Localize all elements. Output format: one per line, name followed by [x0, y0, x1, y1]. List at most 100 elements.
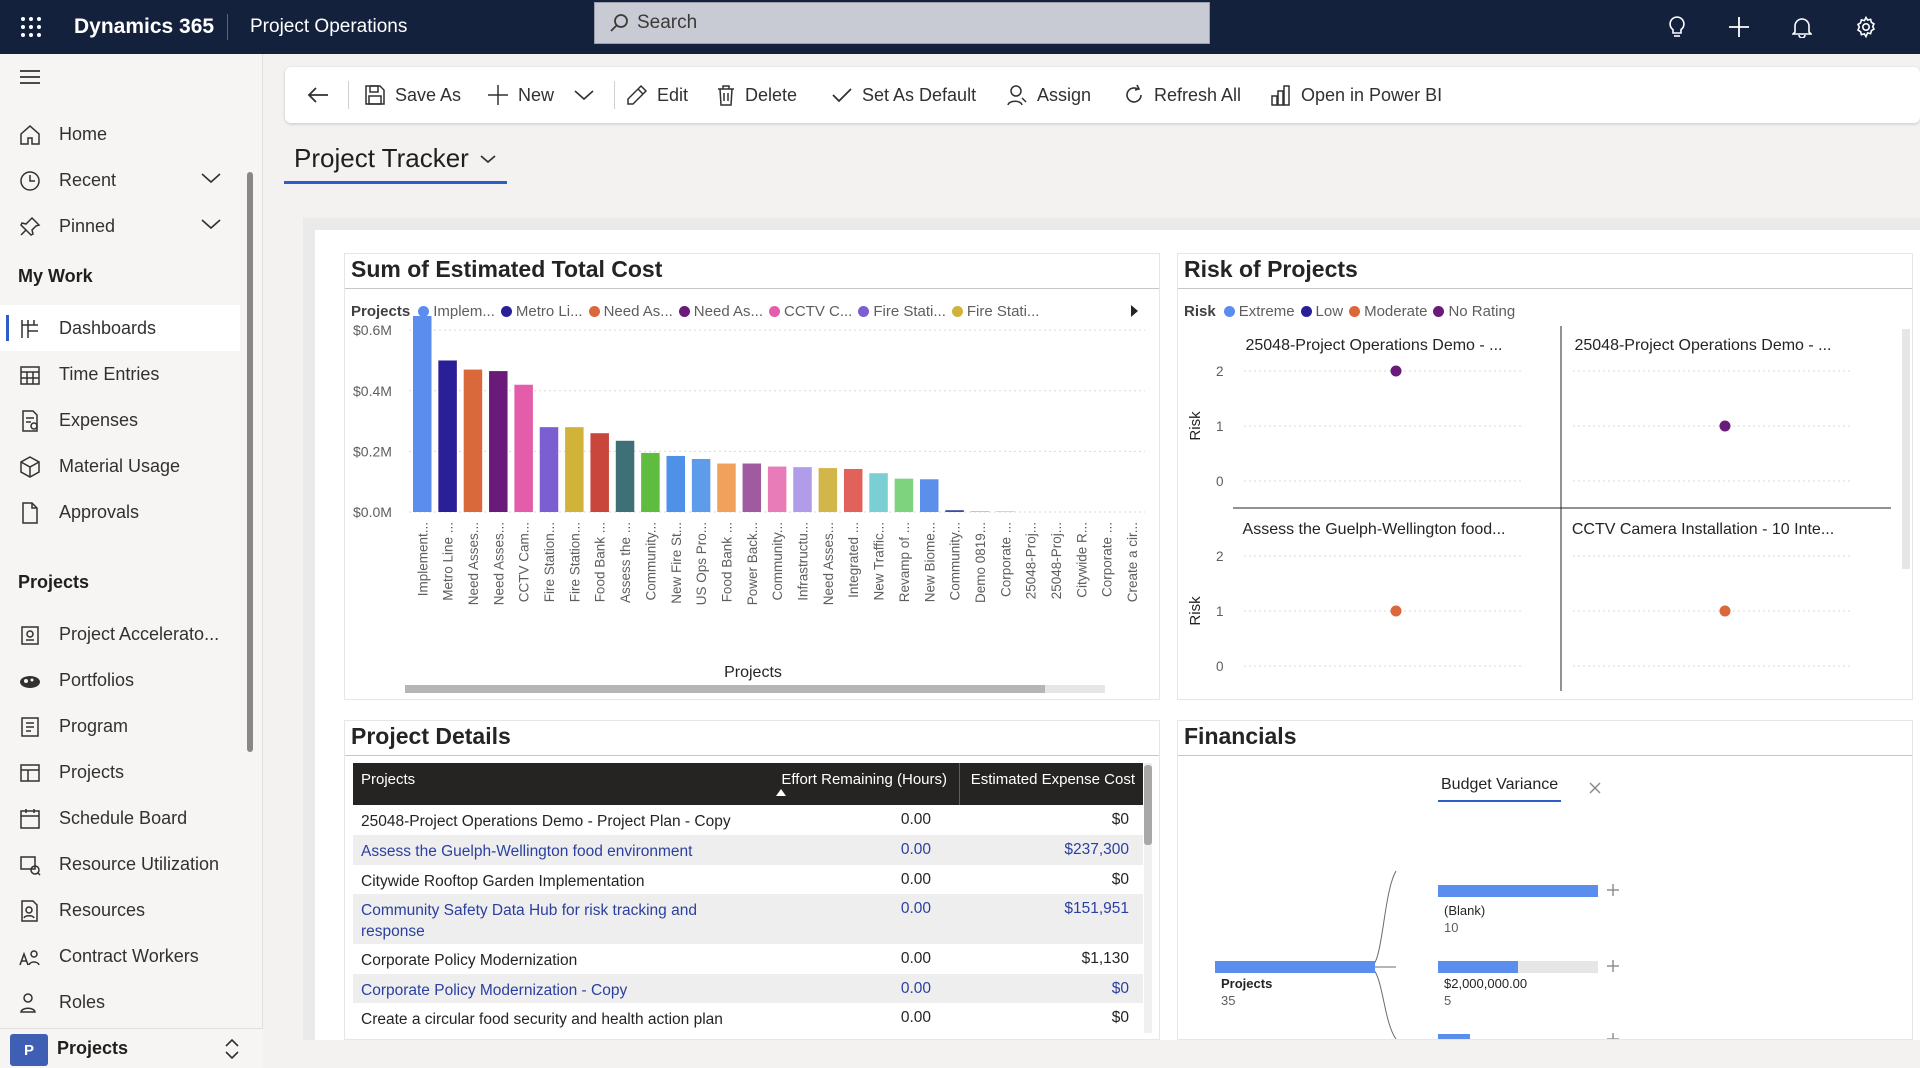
area-title[interactable]: Project Operations — [250, 16, 408, 37]
bar[interactable] — [717, 463, 736, 512]
bar[interactable] — [590, 433, 609, 512]
cost-chart-tile[interactable]: Sum of Estimated Total Cost Projects Imp… — [344, 253, 1160, 700]
set-as-default-button[interactable]: Set As Default — [831, 67, 976, 123]
table-row[interactable]: Create a circular food security and heal… — [353, 1003, 1143, 1032]
sidebar-scrollbar[interactable] — [247, 172, 253, 752]
sidebar-item-pinned[interactable]: Pinned — [0, 203, 240, 249]
scrollbar-thumb[interactable] — [405, 685, 1045, 693]
legend-item[interactable]: Fire Stati... — [951, 303, 1039, 320]
new-button[interactable]: New — [487, 67, 554, 123]
sidebar-item-approvals[interactable]: Approvals — [0, 489, 240, 535]
delete-button[interactable]: Delete — [716, 67, 797, 123]
table-row[interactable]: Citywide Rooftop Garden Implementation 0… — [353, 865, 1143, 894]
legend-item[interactable]: Need As... — [678, 303, 763, 320]
app-launcher-icon[interactable] — [14, 0, 48, 54]
sidebar-item-portfolios[interactable]: Portfolios — [0, 657, 240, 703]
sidebar-item-roles[interactable]: Roles — [0, 979, 240, 1025]
bar[interactable] — [514, 384, 533, 512]
bar[interactable] — [843, 468, 863, 512]
open-in-power-bi-button[interactable]: Open in Power BI — [1270, 67, 1442, 123]
bar[interactable] — [894, 478, 914, 512]
scrollbar-thumb[interactable] — [1144, 765, 1152, 845]
dashboard-selector[interactable]: Project Tracker — [284, 136, 507, 184]
bar[interactable] — [869, 473, 888, 512]
sidebar-item-program[interactable]: Program — [0, 703, 240, 749]
cell-project[interactable]: Community Safety Data Hub for risk track… — [361, 902, 697, 940]
column-header-projects[interactable]: Projects — [361, 771, 416, 788]
bar[interactable] — [438, 360, 457, 512]
risk-chart-plot[interactable]: Risk 2 1 0 25048-Project Operations Demo - .… — [1178, 326, 1914, 696]
table-row[interactable]: Community Safety Data Hub for risk track… — [353, 894, 1143, 944]
bar[interactable] — [615, 440, 635, 512]
legend-item[interactable]: CCTV C... — [769, 303, 852, 320]
bar[interactable] — [970, 511, 990, 512]
project-details-tile[interactable]: Project Details Projects Effort Remainin… — [344, 720, 1160, 1040]
bar[interactable] — [641, 452, 660, 512]
bar[interactable] — [565, 427, 584, 512]
legend-item[interactable]: No Rating — [1433, 303, 1515, 320]
sidebar-item-expenses[interactable]: Expenses — [0, 397, 240, 443]
bar[interactable] — [463, 369, 483, 512]
bar[interactable] — [920, 479, 939, 512]
new-dropdown-button[interactable] — [573, 67, 604, 123]
sidebar-item-projects[interactable]: Projects — [0, 749, 240, 795]
save-as-button[interactable]: Save As — [364, 67, 461, 123]
risk-chart-legend[interactable]: Risk Extreme Low Moderate No Rating — [1184, 303, 1521, 320]
data-point[interactable] — [1390, 365, 1402, 377]
bar[interactable] — [539, 427, 559, 512]
close-icon[interactable] — [1589, 782, 1601, 794]
legend-item[interactable]: Implem... — [418, 303, 495, 320]
vertical-scrollbar[interactable] — [1144, 763, 1152, 1033]
edit-button[interactable]: Edit — [626, 67, 688, 123]
back-button[interactable] — [307, 67, 338, 123]
legend-next-icon[interactable] — [1129, 304, 1139, 318]
expand-plus-icon[interactable] — [1606, 883, 1620, 897]
app-title[interactable]: Dynamics 365 — [74, 15, 215, 38]
cost-chart-legend[interactable]: Projects Implem... Metro Li... Need As..… — [351, 303, 1045, 320]
data-point[interactable] — [1719, 605, 1731, 617]
bar[interactable] — [818, 468, 838, 512]
table-row[interactable]: Corporate Policy Modernization - Copy 0.… — [353, 974, 1143, 1003]
cell-project[interactable]: Create a circular food security and heal… — [361, 1011, 723, 1028]
sidebar-item-resources[interactable]: Resources — [0, 887, 240, 933]
tab-budget-variance[interactable]: Budget Variance — [1438, 776, 1562, 802]
bar-chart-plot[interactable]: $0.6M $0.4M $0.2M $0.0M Implement... Metro Li… — [345, 316, 1161, 656]
legend-item[interactable]: Need As... — [588, 303, 673, 320]
refresh-all-button[interactable]: Refresh All — [1123, 67, 1241, 123]
table-row[interactable]: 25048-Project Operations Demo - Project … — [353, 805, 1143, 835]
tree-node-bar[interactable] — [1438, 961, 1518, 973]
bar[interactable] — [489, 371, 508, 512]
bar[interactable] — [767, 466, 787, 512]
sidebar-item-contract-workers[interactable]: Contract Workers — [0, 933, 240, 979]
expand-plus-icon[interactable] — [1606, 1032, 1620, 1039]
bar[interactable] — [666, 455, 686, 512]
tree-root-bar[interactable] — [1215, 961, 1375, 973]
assign-button[interactable]: Assign — [1006, 67, 1091, 123]
bar[interactable] — [945, 510, 964, 512]
risk-chart-tile[interactable]: Risk of Projects Risk Extreme Low Modera… — [1177, 253, 1913, 700]
chevron-down-icon[interactable] — [200, 171, 222, 185]
sidebar-item-dashboards[interactable]: Dashboards — [0, 305, 240, 351]
sidebar-item-project-accelerator[interactable]: Project Accelerato... — [0, 611, 240, 657]
cell-project[interactable]: 25048-Project Operations Demo - Project … — [361, 813, 731, 830]
legend-item[interactable]: Moderate — [1349, 303, 1427, 320]
sidebar-item-schedule-board[interactable]: Schedule Board — [0, 795, 240, 841]
bar[interactable] — [691, 458, 711, 512]
sidebar-item-home[interactable]: Home — [0, 111, 240, 157]
legend-item[interactable]: Extreme — [1223, 303, 1295, 320]
chevron-updown-icon[interactable] — [224, 1038, 240, 1060]
vertical-scrollbar[interactable] — [1902, 329, 1910, 569]
cell-project[interactable]: Assess the Guelph-Wellington food enviro… — [361, 843, 693, 860]
horizontal-scrollbar[interactable] — [405, 685, 1105, 693]
bar[interactable] — [793, 467, 812, 512]
sidebar-item-material-usage[interactable]: Material Usage — [0, 443, 240, 489]
bar[interactable] — [742, 463, 762, 512]
legend-item[interactable]: Metro Li... — [500, 303, 583, 320]
cell-project[interactable]: Citywide Rooftop Garden Implementation — [361, 873, 645, 890]
data-point[interactable] — [1390, 605, 1402, 617]
search-input[interactable]: Search — [594, 2, 1210, 44]
add-icon[interactable] — [1722, 0, 1756, 54]
table-row[interactable]: Assess the Guelph-Wellington food enviro… — [353, 835, 1143, 865]
expand-plus-icon[interactable] — [1606, 959, 1620, 973]
table-row[interactable]: Corporate Policy Modernization 0.00 $1,1… — [353, 944, 1143, 974]
